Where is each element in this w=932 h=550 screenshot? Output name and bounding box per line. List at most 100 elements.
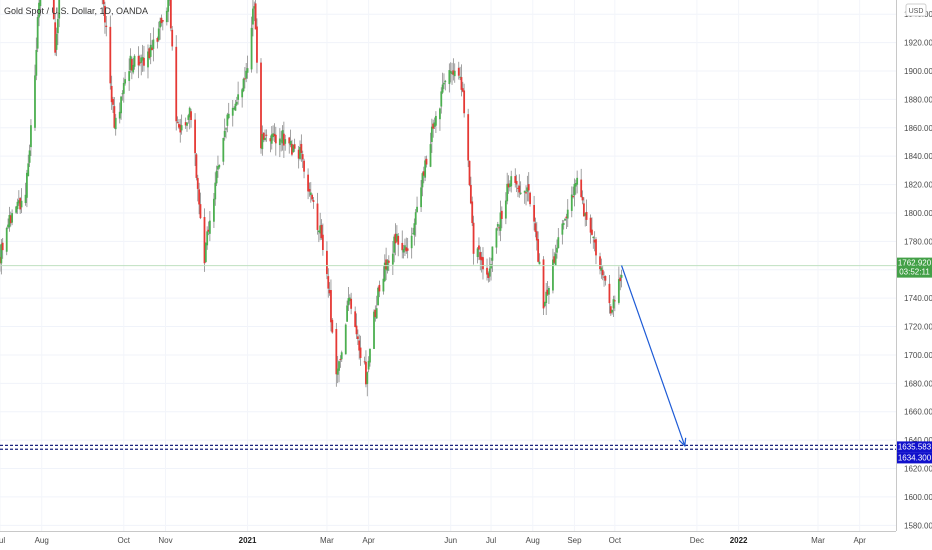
candle-up: [141, 57, 144, 61]
candle-down: [354, 311, 357, 328]
candle-up: [439, 108, 441, 120]
candle-down: [385, 259, 388, 270]
candle-up: [242, 78, 245, 92]
candle-down: [608, 283, 611, 304]
candle-up: [235, 101, 238, 105]
candle-down: [581, 196, 584, 201]
candle-down: [500, 210, 503, 219]
price-tick-label: 1620.000: [904, 465, 932, 474]
candle-down: [199, 204, 202, 219]
price-countdown: 03:52:11: [899, 268, 930, 277]
projection-arrow-line: [620, 265, 686, 447]
candle-down: [359, 347, 362, 358]
candle-down: [330, 290, 332, 323]
currency-button[interactable]: USD: [905, 3, 927, 17]
candle-up: [573, 183, 576, 196]
candle-up: [421, 173, 424, 188]
candle-down: [599, 256, 601, 270]
candle-up: [223, 130, 226, 138]
candle-down: [9, 215, 12, 224]
candle-down: [269, 138, 272, 142]
candle-down: [52, 0, 55, 20]
candle-up: [128, 71, 131, 81]
candle-up: [28, 150, 31, 163]
candle-up: [39, 0, 42, 7]
candle-down: [463, 90, 466, 114]
candle-up: [584, 213, 587, 216]
candle-down: [327, 276, 330, 289]
candle-down: [262, 132, 265, 140]
candle-up: [548, 287, 550, 295]
candle-up: [253, 6, 256, 9]
candle-down: [139, 62, 141, 64]
candle-down: [301, 154, 304, 160]
candle-down: [151, 47, 153, 51]
candle-down: [160, 17, 163, 24]
candle-down: [102, 0, 105, 5]
candle-up: [16, 201, 19, 210]
candle-up: [617, 279, 620, 303]
candle-down: [582, 203, 585, 217]
time-tick-label: Aug: [35, 536, 49, 545]
candle-up: [122, 82, 125, 94]
candle-down: [405, 247, 408, 252]
candle-down: [358, 340, 361, 351]
candle-up: [620, 274, 623, 278]
candle-up: [391, 253, 394, 265]
price-tick-label: 1580.000: [904, 521, 932, 530]
candle-up: [430, 126, 433, 142]
candle-down: [432, 123, 435, 129]
candle-down: [331, 319, 334, 333]
candle-up: [289, 140, 292, 146]
candle-up: [344, 324, 347, 355]
time-axis[interactable]: Jul Aug Oct Nov 2021 Mar Apr Jun Jul Aug Sep Oct Dec…: [0, 536, 866, 545]
candle-up: [281, 130, 284, 144]
candle-down: [601, 269, 604, 276]
candle-down: [457, 67, 460, 76]
candle-up: [214, 182, 217, 200]
candle-up: [443, 82, 445, 85]
candle-down: [479, 252, 482, 260]
candle-up: [564, 218, 566, 221]
candle-up: [186, 122, 188, 126]
time-tick-label: Apr: [362, 536, 375, 545]
candle-down: [273, 133, 276, 137]
candle-up: [233, 107, 235, 109]
candle-up: [451, 72, 453, 75]
candle-down: [274, 134, 277, 144]
candle-up: [284, 139, 287, 144]
candle-up: [367, 360, 370, 370]
candle-down: [320, 224, 323, 239]
candle-down: [288, 137, 291, 144]
candle-up: [124, 79, 127, 84]
candle-up: [20, 200, 23, 208]
candle-down: [478, 245, 480, 250]
candle-up: [38, 2, 40, 18]
time-tick-label: Sep: [567, 536, 582, 545]
candle-down: [130, 58, 133, 71]
candle-up: [129, 55, 132, 70]
candle-up: [476, 248, 479, 258]
candle-down: [169, 0, 172, 29]
candle-down: [326, 250, 328, 275]
candle-down: [461, 88, 464, 92]
candle-up: [449, 71, 452, 74]
candle-down: [374, 309, 377, 318]
candle-down: [356, 336, 359, 340]
candle-down: [184, 122, 187, 126]
candle-up: [340, 352, 343, 360]
candle-up: [348, 297, 351, 302]
candle-down: [533, 205, 536, 222]
candle-up: [440, 91, 443, 107]
candle-down: [355, 325, 358, 335]
price-tick-label: 1820.000: [904, 181, 932, 190]
candle-up: [562, 223, 565, 225]
candle-down: [254, 3, 257, 30]
candle-up: [215, 170, 218, 184]
candle-down: [195, 154, 198, 178]
candle-up: [234, 103, 237, 111]
candles: [0, 0, 623, 397]
candle-up: [495, 228, 498, 248]
time-tick-label: Mar: [320, 536, 334, 545]
